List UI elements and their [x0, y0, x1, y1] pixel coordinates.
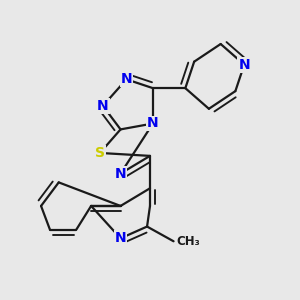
Text: N: N [97, 99, 109, 113]
Text: N: N [115, 167, 126, 181]
Text: N: N [115, 231, 126, 245]
Text: N: N [147, 116, 159, 130]
Text: N: N [238, 58, 250, 72]
Text: N: N [121, 72, 132, 86]
Text: S: S [95, 146, 105, 160]
Text: CH₃: CH₃ [176, 235, 200, 248]
